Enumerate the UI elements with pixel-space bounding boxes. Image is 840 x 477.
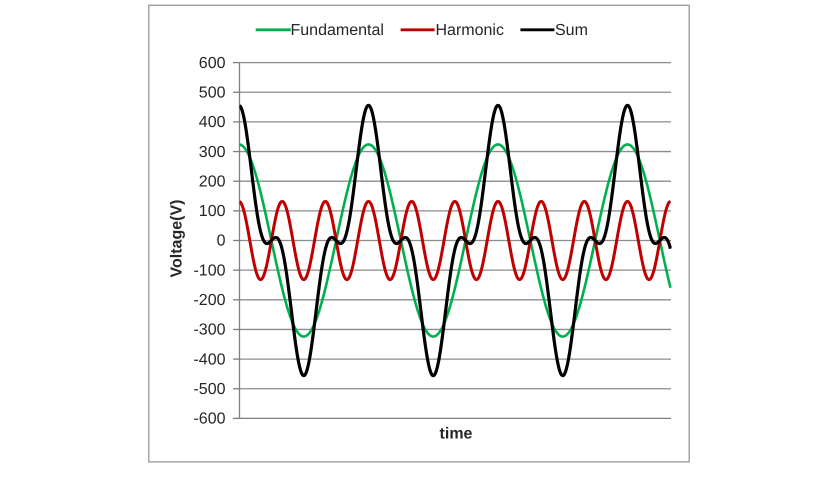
svg-text:-200: -200: [193, 292, 225, 309]
svg-text:0: 0: [217, 233, 226, 250]
svg-text:Sum: Sum: [555, 22, 588, 39]
svg-text:Fundamental: Fundamental: [291, 22, 384, 39]
svg-text:600: 600: [199, 55, 226, 72]
svg-text:400: 400: [199, 114, 226, 131]
svg-text:-300: -300: [193, 322, 225, 339]
svg-text:200: 200: [199, 173, 226, 190]
svg-text:500: 500: [199, 84, 226, 101]
svg-text:-100: -100: [193, 262, 225, 279]
svg-text:Harmonic: Harmonic: [436, 22, 504, 39]
svg-text:time: time: [440, 426, 473, 443]
svg-text:100: 100: [199, 203, 226, 220]
svg-text:-500: -500: [193, 381, 225, 398]
svg-text:Voltage(V): Voltage(V): [169, 200, 186, 278]
svg-text:300: 300: [199, 144, 226, 161]
svg-text:-600: -600: [193, 411, 225, 428]
svg-text:-400: -400: [193, 351, 225, 368]
